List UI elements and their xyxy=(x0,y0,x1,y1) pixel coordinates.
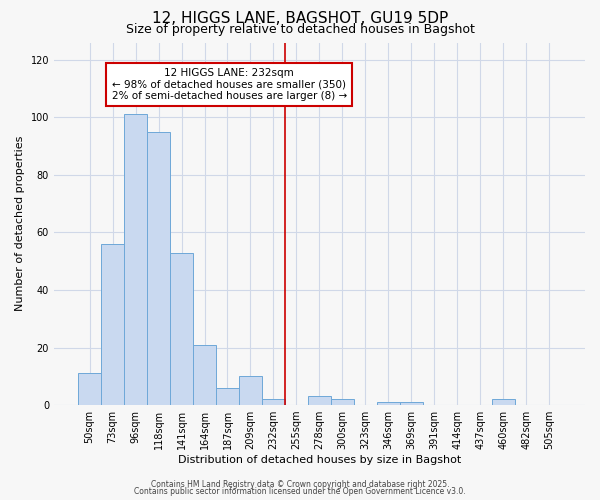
Y-axis label: Number of detached properties: Number of detached properties xyxy=(15,136,25,312)
Bar xyxy=(377,402,400,405)
Text: 12, HIGGS LANE, BAGSHOT, GU19 5DP: 12, HIGGS LANE, BAGSHOT, GU19 5DP xyxy=(152,11,448,26)
Bar xyxy=(492,400,515,405)
Text: Size of property relative to detached houses in Bagshot: Size of property relative to detached ho… xyxy=(125,22,475,36)
Bar xyxy=(239,376,262,405)
X-axis label: Distribution of detached houses by size in Bagshot: Distribution of detached houses by size … xyxy=(178,455,461,465)
Bar xyxy=(170,252,193,405)
Bar xyxy=(193,344,216,405)
Text: Contains HM Land Registry data © Crown copyright and database right 2025.: Contains HM Land Registry data © Crown c… xyxy=(151,480,449,489)
Bar xyxy=(308,396,331,405)
Text: 12 HIGGS LANE: 232sqm
← 98% of detached houses are smaller (350)
2% of semi-deta: 12 HIGGS LANE: 232sqm ← 98% of detached … xyxy=(112,68,347,101)
Bar xyxy=(262,400,285,405)
Bar xyxy=(147,132,170,405)
Bar xyxy=(101,244,124,405)
Text: Contains public sector information licensed under the Open Government Licence v3: Contains public sector information licen… xyxy=(134,487,466,496)
Bar xyxy=(78,374,101,405)
Bar xyxy=(216,388,239,405)
Bar xyxy=(331,400,354,405)
Bar xyxy=(124,114,147,405)
Bar xyxy=(400,402,423,405)
